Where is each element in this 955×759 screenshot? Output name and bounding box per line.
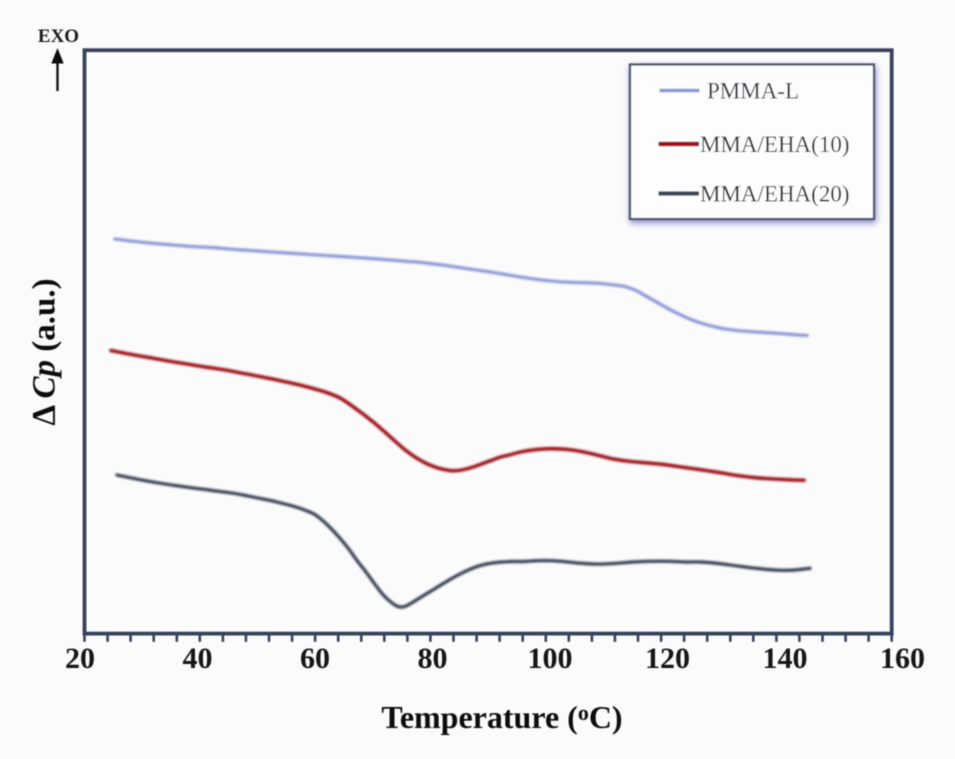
svg-text:140: 140 bbox=[763, 642, 808, 675]
svg-text:MMA/EHA(10): MMA/EHA(10) bbox=[700, 132, 850, 157]
svg-text:PMMA-L: PMMA-L bbox=[707, 79, 799, 104]
svg-text:Δ Cp (a.u.): Δ Cp (a.u.) bbox=[27, 278, 63, 425]
svg-text:60: 60 bbox=[300, 642, 330, 675]
svg-text:100: 100 bbox=[528, 642, 573, 675]
svg-text:160: 160 bbox=[880, 642, 925, 675]
svg-text:20: 20 bbox=[65, 642, 95, 675]
svg-text:MMA/EHA(20): MMA/EHA(20) bbox=[700, 182, 850, 207]
svg-text:Temperature (oC): Temperature (oC) bbox=[381, 699, 622, 735]
svg-text:EXO: EXO bbox=[38, 26, 79, 47]
svg-text:120: 120 bbox=[645, 642, 690, 675]
svg-text:40: 40 bbox=[183, 642, 213, 675]
svg-text:80: 80 bbox=[418, 642, 448, 675]
